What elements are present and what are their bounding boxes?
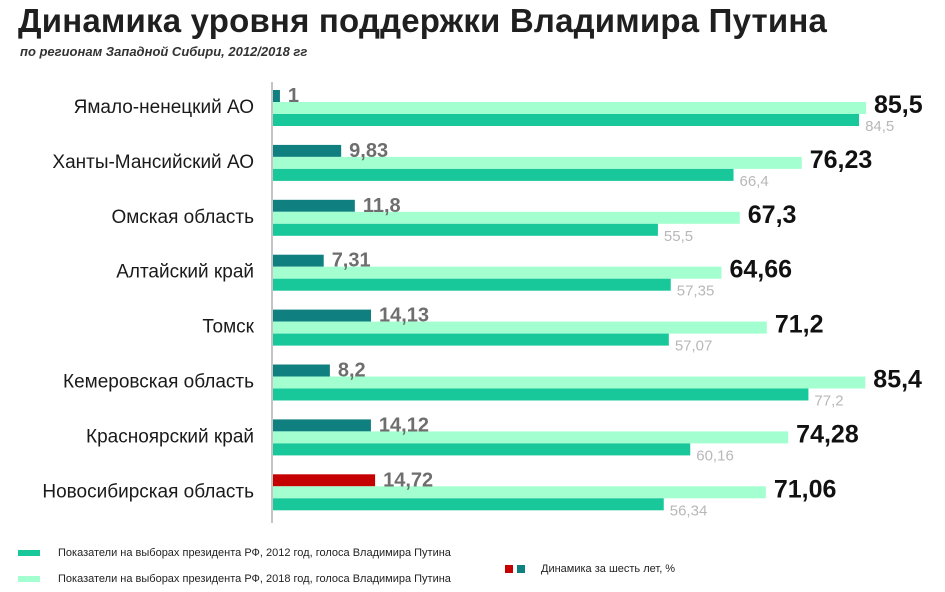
- label-2012: 66,4: [740, 173, 769, 190]
- legend-label-change: Динамика за шесть лет, %: [541, 563, 676, 575]
- label-2012: 84,5: [865, 118, 894, 135]
- label-2012: 57,35: [677, 283, 715, 300]
- bar-2012: [273, 168, 734, 181]
- bar-2012: [273, 278, 671, 291]
- label-2012: 56,34: [670, 502, 708, 519]
- bar-2012: [273, 388, 809, 401]
- bar-2012: [273, 333, 669, 346]
- legend-swatch-2018: [18, 576, 40, 582]
- category-label: Томск: [202, 317, 254, 338]
- bar-change: [273, 419, 371, 432]
- bar-2018: [273, 156, 802, 169]
- category-label: Ханты-Мансийский АО: [52, 152, 254, 173]
- bar-2012: [273, 498, 664, 511]
- category-label: Алтайский край: [116, 262, 254, 283]
- bar-change: [273, 364, 330, 377]
- bar-2012: [273, 114, 860, 126]
- label-change: 14,13: [379, 305, 429, 327]
- label-change: 14,72: [383, 469, 433, 491]
- bar-change: [273, 474, 376, 487]
- legend-item-2012: Показатели на выборах президента РФ, 201…: [18, 547, 451, 559]
- label-2018: 74,28: [796, 420, 859, 448]
- legend-swatch-change: [517, 565, 525, 573]
- bar-change: [273, 254, 324, 267]
- bar-2012: [273, 443, 691, 456]
- label-change: 9,83: [349, 140, 388, 162]
- label-2012: 57,07: [675, 338, 713, 355]
- label-2012: 77,2: [814, 393, 843, 410]
- label-change: 7,31: [332, 250, 371, 272]
- label-2018: 64,66: [729, 256, 792, 284]
- category-label: Новосибирская область: [42, 481, 254, 502]
- category-label: Красноярский край: [86, 426, 254, 447]
- category-labels: Ямало-ненецкий АО Ханты-Мансийский АО Омск…: [42, 97, 254, 502]
- legend-item-2018: Показатели на выборах президента РФ, 201…: [18, 573, 451, 585]
- bar-2018: [273, 266, 722, 279]
- bar-2018: [273, 376, 866, 389]
- chart-subtitle: по регионам Западной Сибири, 2012/2018 г…: [20, 44, 308, 59]
- label-change: 11,8: [363, 195, 401, 217]
- bar-change: [273, 199, 355, 212]
- bar-2018: [273, 431, 789, 444]
- label-2018: 76,23: [810, 146, 873, 174]
- chart-title: Динамика уровня поддержки Владимира Пути…: [18, 2, 828, 39]
- bar-change: [273, 90, 280, 102]
- label-2018: 67,3: [748, 201, 797, 229]
- bar-2018: [273, 102, 866, 114]
- legend-item-change: Динамика за шесть лет, %: [505, 563, 675, 575]
- category-label: Кемеровская область: [63, 372, 254, 393]
- label-2018: 85,4: [873, 366, 922, 394]
- label-2018: 71,06: [774, 475, 837, 503]
- label-change: 1: [288, 85, 299, 107]
- category-label: Омская область: [111, 207, 254, 228]
- label-2018: 85,5: [874, 91, 923, 119]
- bar-chart: Ямало-ненецкий АО Ханты-Мансийский АО Омск…: [42, 82, 923, 523]
- bars: [273, 90, 866, 511]
- bar-2018: [273, 321, 767, 334]
- label-change: 8,2: [338, 360, 366, 382]
- bar-change: [273, 144, 342, 157]
- value-labels: 1 85,584,5 9,83 76,23 66,4 11,8 67,3 55,5 7,31 64…: [288, 85, 923, 519]
- bar-2018: [273, 211, 740, 224]
- legend-label-2018: Показатели на выборах президента РФ, 201…: [58, 573, 451, 585]
- label-2018: 71,2: [775, 311, 824, 339]
- bar-2018: [273, 486, 766, 499]
- label-2012: 60,16: [696, 447, 734, 464]
- legend-swatch-2012: [18, 550, 40, 556]
- bar-change: [273, 309, 372, 322]
- legend-label-2012: Показатели на выборах президента РФ, 201…: [58, 547, 451, 559]
- legend-swatch-change-highlight: [505, 565, 513, 573]
- label-2012: 55,5: [664, 228, 693, 245]
- category-label: Ямало-ненецкий АО: [74, 97, 254, 118]
- label-change: 14,12: [379, 414, 429, 436]
- bar-2012: [273, 223, 658, 236]
